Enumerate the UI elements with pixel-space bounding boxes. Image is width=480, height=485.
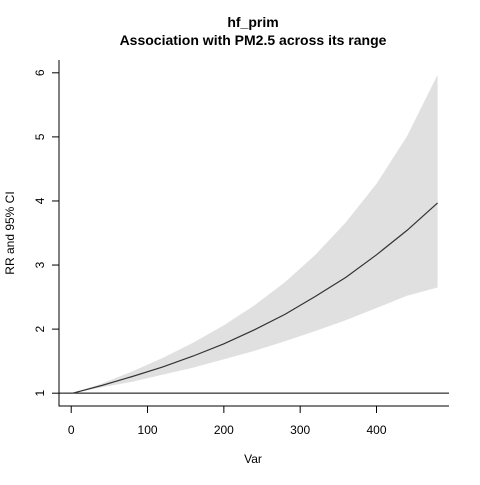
y-tick-label: 1	[33, 390, 47, 397]
y-tick-label: 5	[33, 133, 47, 140]
plot-axes-frame	[58, 60, 449, 407]
x-tick-label: 300	[290, 423, 310, 437]
x-tick-label: 100	[138, 423, 158, 437]
y-tick-label: 2	[33, 325, 47, 332]
x-axis-label: Var	[244, 452, 262, 466]
x-axis-ticks: 0 100 200 300 400	[68, 406, 387, 437]
x-tick-label: 0	[68, 423, 75, 437]
rr-curve-line	[72, 202, 439, 394]
y-axis-ticks: 1 2 3 4 5 6	[33, 69, 59, 397]
confidence-band	[72, 74, 438, 394]
y-tick-label: 4	[33, 197, 47, 204]
y-tick-label: 3	[33, 261, 47, 268]
chart-title: hf_prim	[227, 14, 278, 30]
chart-subtitle: Association with PM2.5 across its range	[120, 32, 387, 48]
x-tick-label: 200	[214, 423, 234, 437]
x-tick-label: 400	[366, 423, 386, 437]
y-axis-label: RR and 95% CI	[3, 191, 17, 274]
y-tick-label: 6	[33, 69, 47, 76]
